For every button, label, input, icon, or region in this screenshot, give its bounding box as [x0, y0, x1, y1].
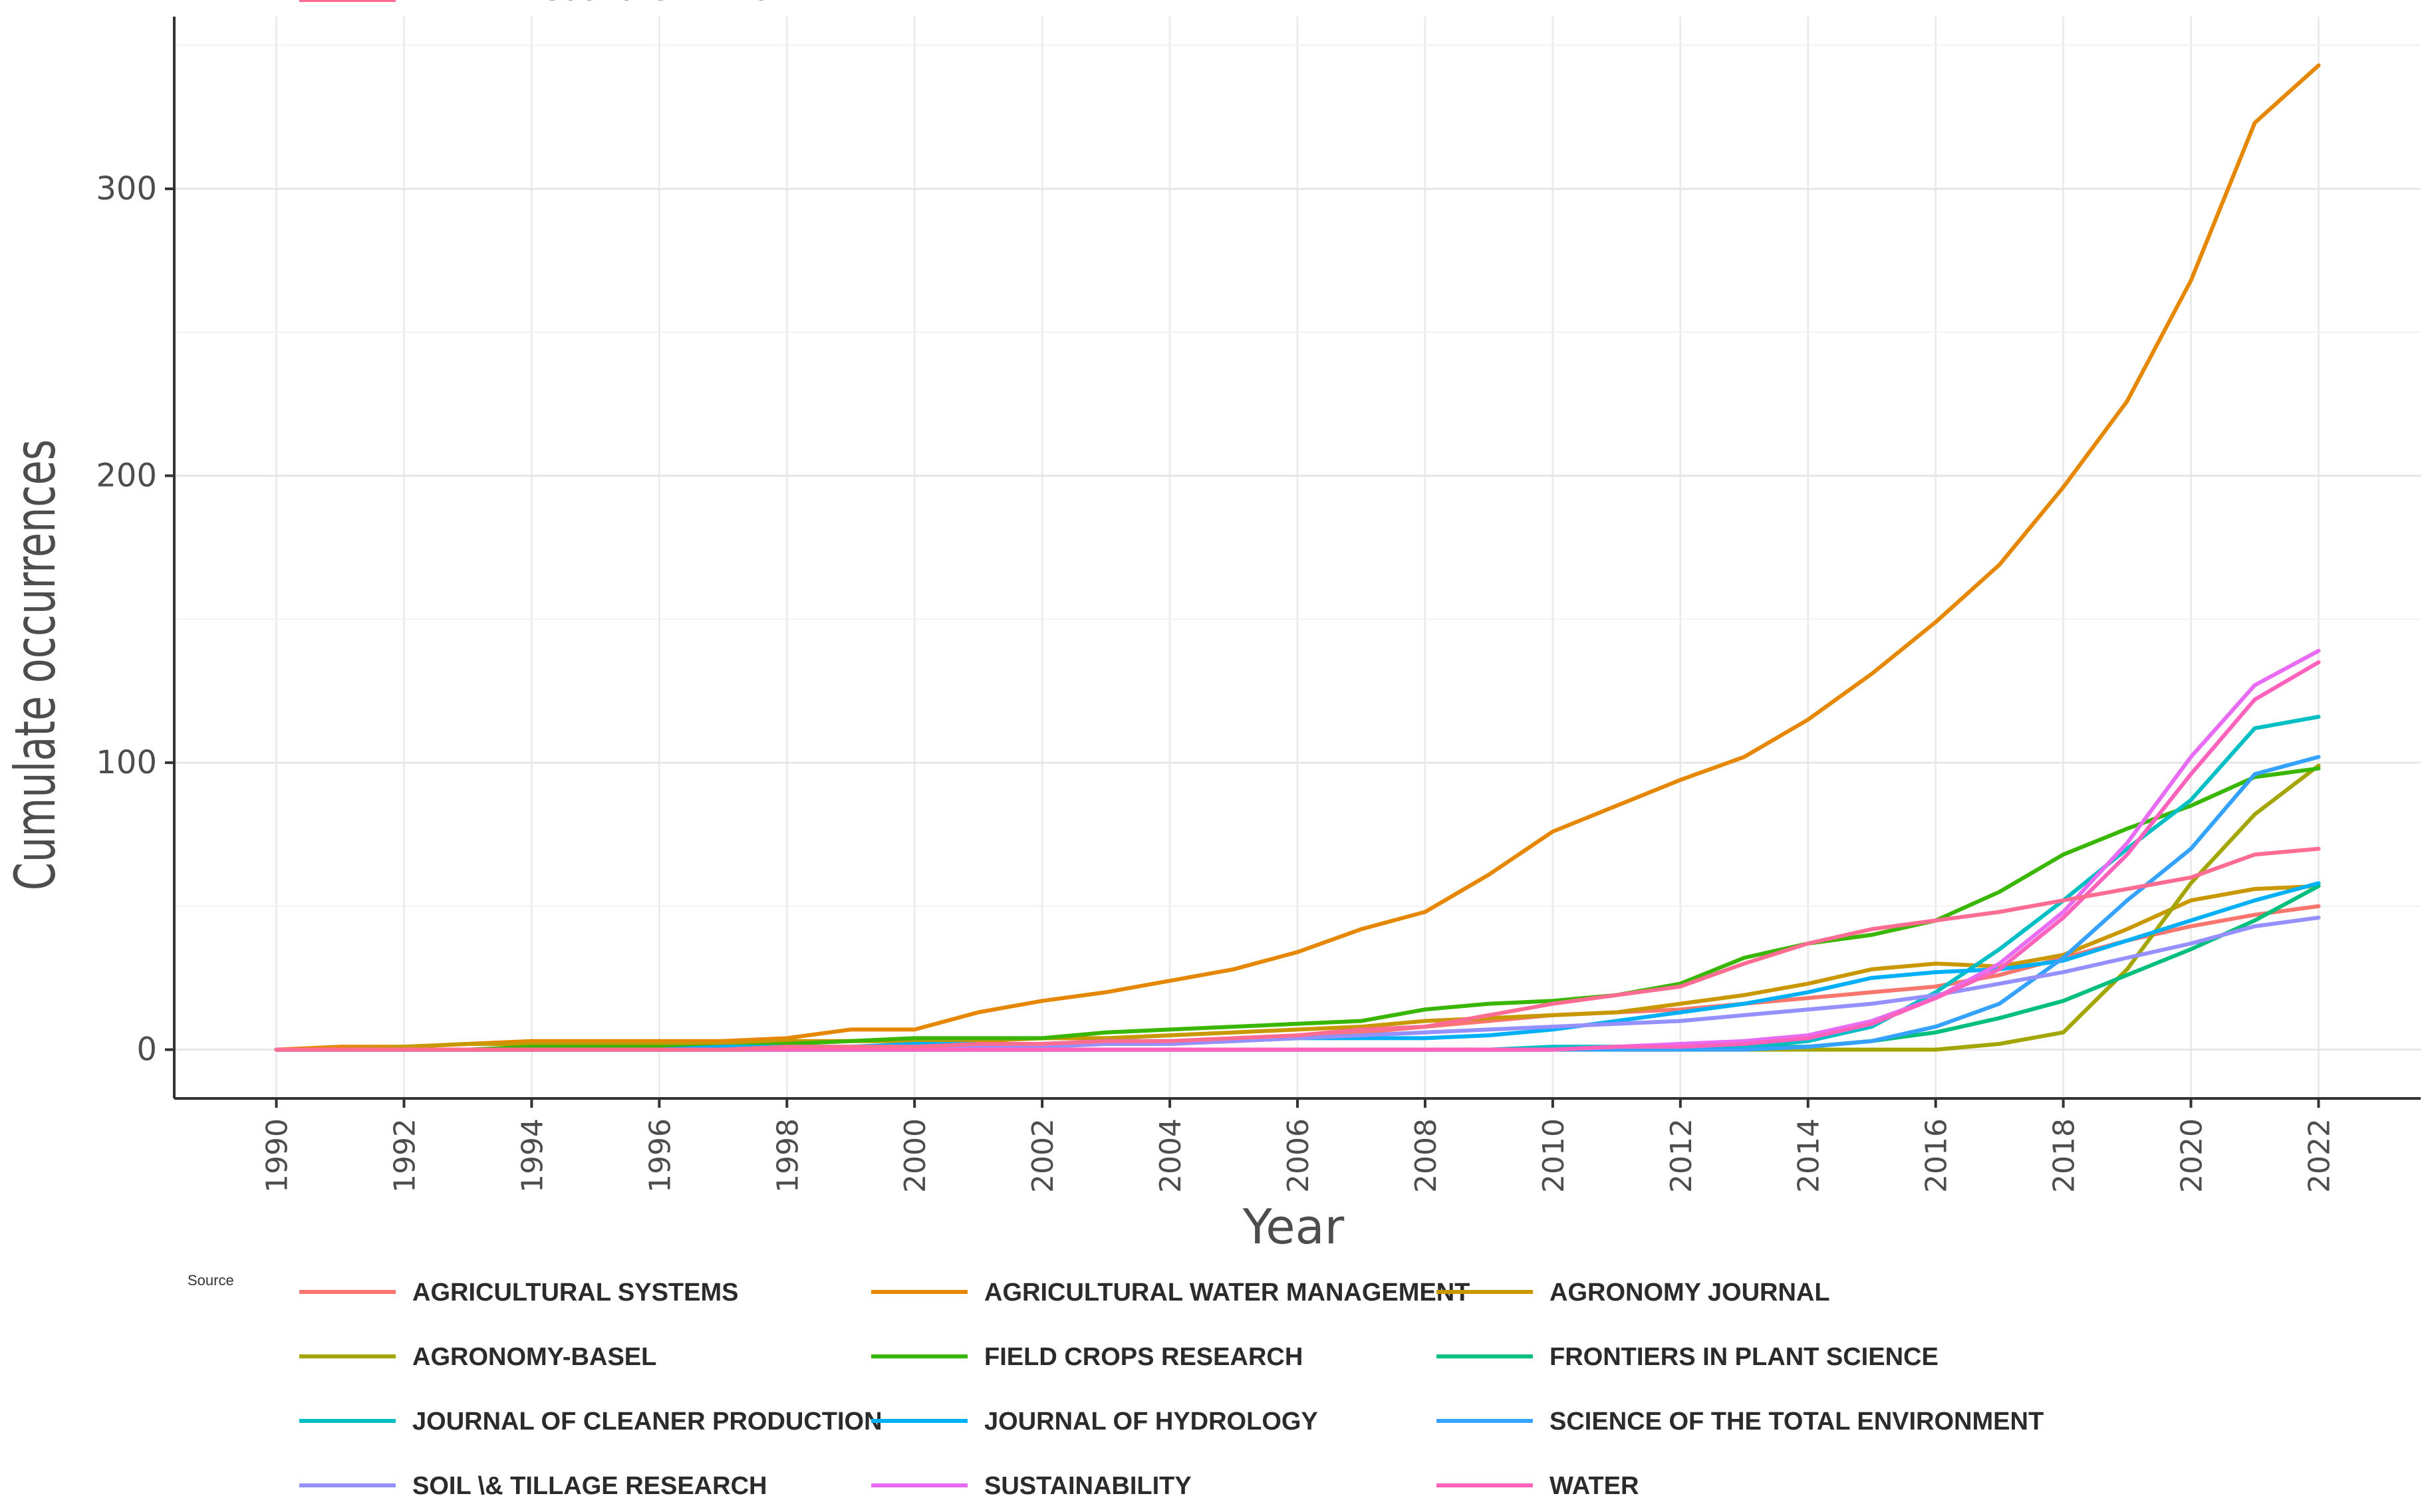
legend-item: SOIL \& TILLAGE RESEARCH [299, 1472, 767, 1500]
x-tick-label: 1998 [771, 1118, 805, 1193]
legend-title: Source [188, 1272, 234, 1289]
legend: AGRICULTURAL SYSTEMS AGRICULTURAL WATER M… [299, 0, 2044, 1500]
x-tick-label: 2012 [1665, 1118, 1698, 1193]
legend-item: SUSTAINABILITY [871, 1472, 1192, 1500]
tick-labels: 0 100 200 300 1990 1992 1994 1996 1998 2000 2002 20… [96, 170, 2336, 1193]
x-tick-label: 1996 [643, 1118, 677, 1193]
legend-label: AGRONOMY JOURNAL [1550, 1279, 1830, 1307]
legend-item: JOURNAL OF HYDROLOGY [871, 1408, 1318, 1436]
legend-item: FIELD CROPS RESEARCH [871, 1343, 1303, 1371]
x-tick-label: 2002 [1026, 1118, 1060, 1193]
legend-item: AGRICULTURAL WATER MANAGEMENT [871, 1279, 1470, 1307]
x-tick-label: 1992 [388, 1118, 422, 1193]
series-line-agricultural-water-management [274, 63, 2321, 1052]
legend-item: AGRONOMY JOURNAL [1436, 1279, 1830, 1307]
x-tick-label: 2010 [1537, 1118, 1571, 1193]
x-tick-label: 2022 [2302, 1118, 2336, 1193]
legend-label: AGRICULTURAL SYSTEMS [412, 1279, 739, 1307]
legend-label: JOURNAL OF HYDROLOGY [984, 1408, 1318, 1436]
legend-label: WATER RESOURCES MANAGEMENT [412, 0, 860, 6]
x-tick-label: 2000 [898, 1118, 932, 1193]
y-tick-label: 100 [96, 744, 157, 781]
legend-label: SUSTAINABILITY [984, 1472, 1192, 1500]
legend-item: FRONTIERS IN PLANT SCIENCE [1436, 1343, 1939, 1371]
legend-label: AGRICULTURAL WATER MANAGEMENT [984, 1279, 1470, 1307]
series-line-water-resources-management [274, 846, 2321, 1052]
x-tick-label: 2020 [2175, 1118, 2209, 1193]
legend-item: AGRONOMY-BASEL [299, 1343, 656, 1371]
legend-label: WATER [1550, 1472, 1639, 1500]
legend-item: WATER [1436, 1472, 1639, 1500]
legend-label: AGRONOMY-BASEL [412, 1343, 656, 1371]
series-lines [274, 63, 2321, 1052]
legend-label: SCIENCE OF THE TOTAL ENVIRONMENT [1550, 1408, 2044, 1436]
legend-item: AGRICULTURAL SYSTEMS [299, 1279, 739, 1307]
x-tick-label: 1994 [515, 1118, 549, 1193]
x-tick-label: 2016 [1920, 1118, 1954, 1193]
x-tick-label: 2018 [2048, 1118, 2082, 1193]
legend-label: JOURNAL OF CLEANER PRODUCTION [412, 1408, 882, 1436]
y-axis-title: Cumulate occurrences [3, 440, 68, 890]
legend-label: FIELD CROPS RESEARCH [984, 1343, 1303, 1371]
grid-lines [174, 17, 2421, 1098]
legend-item: JOURNAL OF CLEANER PRODUCTION [299, 1408, 882, 1436]
x-axis-title: Year [1242, 1199, 1345, 1255]
y-tick-label: 0 [136, 1031, 157, 1069]
x-tick-label: 2008 [1409, 1118, 1443, 1193]
y-tick-label: 200 [96, 457, 157, 495]
x-tick-label: 1990 [261, 1118, 295, 1193]
series-line-field-crops-research [274, 766, 2321, 1052]
legend-label: SOIL \& TILLAGE RESEARCH [412, 1472, 767, 1500]
legend-item: WATER RESOURCES MANAGEMENT [299, 0, 860, 6]
legend-item: SCIENCE OF THE TOTAL ENVIRONMENT [1436, 1408, 2044, 1436]
legend-label: FRONTIERS IN PLANT SCIENCE [1550, 1343, 1939, 1371]
x-tick-label: 2004 [1154, 1118, 1188, 1193]
x-tick-label: 2006 [1281, 1118, 1315, 1193]
y-tick-label: 300 [96, 170, 157, 207]
x-tick-label: 2014 [1792, 1118, 1826, 1193]
